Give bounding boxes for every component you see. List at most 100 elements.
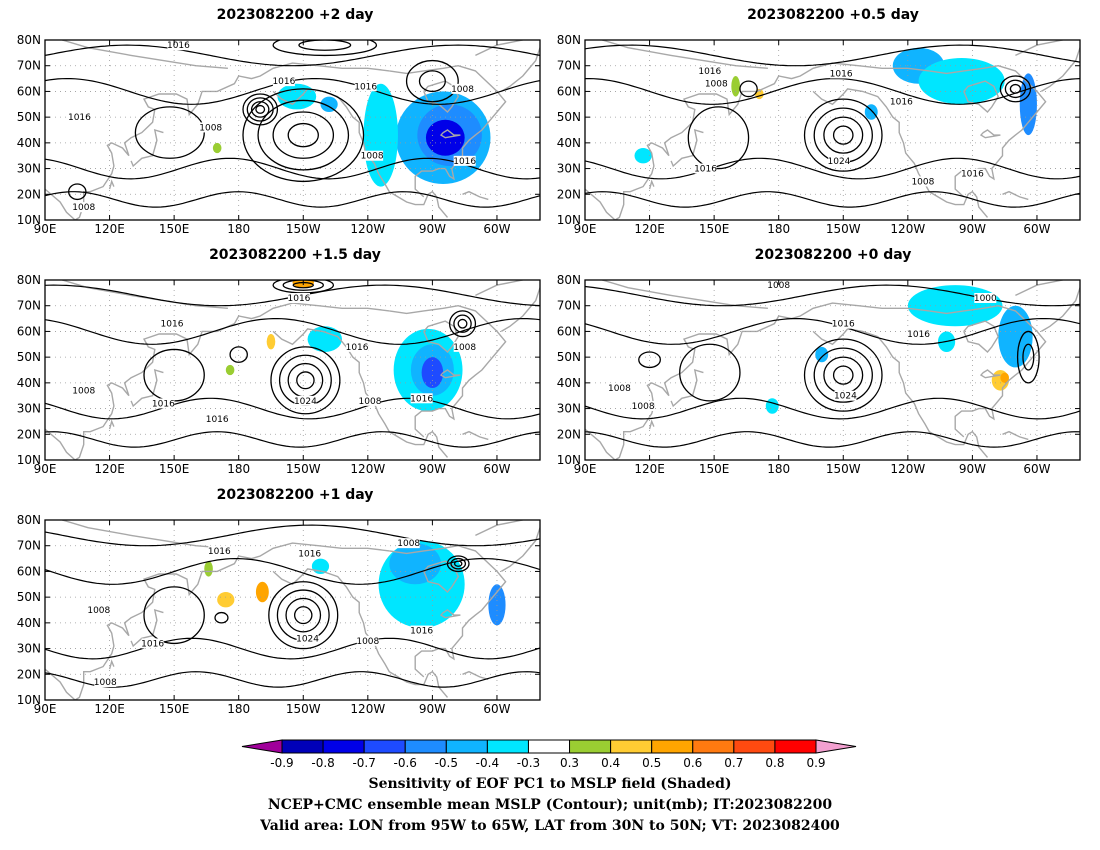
x-tick-label: 120W — [350, 462, 385, 476]
map-panel-p05: 1016 1008 1016 1016 1024 1016 1008 1016 90E 120E 1… — [540, 30, 1085, 245]
isobar-ring — [679, 343, 741, 402]
isobar-ring — [418, 70, 446, 93]
y-tick-label: 60N — [17, 84, 41, 98]
coastline — [585, 302, 930, 460]
isobar-label-bg — [830, 68, 853, 79]
isobar-ring — [450, 557, 467, 570]
isobar-label-bg — [911, 176, 934, 187]
isobar-ring — [250, 101, 270, 118]
colorbar-swatch — [774, 739, 817, 754]
isobar-label: 1008 — [199, 123, 222, 133]
isobar-label-bg — [890, 96, 913, 107]
coastline — [439, 129, 461, 139]
x-tick-label: 120E — [94, 462, 125, 476]
isobar-label-bg — [358, 395, 381, 406]
isobar-label: 1016 — [288, 294, 311, 304]
isobar-ring — [287, 122, 319, 148]
isobar — [585, 431, 1080, 448]
colorbar-swatch — [610, 739, 653, 754]
y-tick-label: 10N — [557, 453, 581, 467]
coastline — [61, 40, 228, 69]
sensitivity-shade — [320, 96, 338, 112]
y-tick-label: 20N — [17, 667, 41, 681]
x-tick-label: 120E — [634, 462, 665, 476]
y-tick-label: 40N — [17, 136, 41, 150]
isobar-label-bg — [199, 122, 222, 133]
sensitivity-shade — [217, 592, 235, 608]
y-tick-label: 50N — [557, 110, 581, 124]
y-tick-label: 20N — [557, 427, 581, 441]
coastline — [45, 542, 390, 700]
map-panel-p2: 1016 1016 1016 1016 1008 1008 1016 1008 1008 90E 1… — [0, 30, 545, 245]
map-frame — [44, 39, 541, 221]
x-tick-label: 120W — [350, 222, 385, 236]
map-panel-p1: 1008 1016 1016 1008 1016 1024 1008 1016 1008 90E 1… — [0, 510, 545, 725]
y-tick-label: 30N — [557, 402, 581, 416]
isobar-label: 1016 — [354, 82, 377, 92]
y-tick-label: 10N — [17, 453, 41, 467]
y-tick-label: 60N — [557, 84, 581, 98]
map-panel-p15: 1016 1016 1016 1008 1008 1016 1024 1008 1016 1016… — [0, 270, 545, 485]
coastline — [389, 64, 507, 198]
isobar — [45, 397, 540, 420]
y-tick-label: 20N — [557, 187, 581, 201]
x-tick-label: 180 — [227, 222, 250, 236]
isobar-label-bg — [832, 318, 855, 329]
isobar — [45, 318, 540, 345]
y-tick-label: 30N — [17, 402, 41, 416]
isobar-label-bg — [834, 390, 857, 401]
coastline — [423, 560, 459, 593]
x-tick-label: 90W — [959, 462, 986, 476]
isobar-label: 1016 — [272, 77, 295, 87]
coastline — [500, 527, 540, 573]
isobar-ring — [272, 111, 335, 159]
isobar — [45, 524, 540, 547]
isobar-ring — [638, 351, 661, 369]
isobar-label-bg — [453, 341, 476, 352]
x-tick-label: 180 — [227, 702, 250, 716]
colorbar-swatch — [404, 739, 447, 754]
y-tick-label: 40N — [17, 616, 41, 630]
coastline — [1015, 280, 1063, 297]
x-tick-label: 90E — [34, 462, 57, 476]
coastline — [1040, 47, 1080, 93]
isobar-label-bg — [208, 545, 231, 556]
isobar-label-bg — [705, 78, 728, 89]
coastline — [45, 302, 390, 460]
y-tick-label: 70N — [557, 299, 581, 313]
coastline — [108, 419, 115, 430]
isobar-label-bg — [72, 385, 95, 396]
isobar-label: 1008 — [911, 177, 934, 187]
isobar-label-bg — [827, 155, 850, 166]
colorbar-swatch — [445, 739, 488, 754]
coastline — [500, 287, 540, 333]
isobar-ring — [282, 280, 324, 291]
sensitivity-shade — [255, 581, 269, 603]
colorbar-swatch — [569, 739, 612, 754]
caption-line-2: NCEP+CMC ensemble mean MSLP (Contour); u… — [267, 797, 833, 813]
x-tick-label: 150E — [159, 222, 190, 236]
isobar-label-bg — [451, 83, 474, 94]
y-tick-label: 10N — [557, 213, 581, 227]
isobar-ring — [272, 40, 378, 57]
isobar-label-bg — [346, 341, 369, 352]
colorbar-level-label: -0.5 — [435, 756, 458, 770]
y-tick-label: 10N — [17, 693, 41, 707]
isobar-label: 1008 — [94, 678, 117, 688]
sensitivity-shade — [765, 398, 779, 414]
isobar-label-bg — [694, 163, 717, 174]
isobar — [585, 44, 1080, 67]
isobar-label: 1008 — [453, 343, 476, 353]
map-content: 1016 1016 1016 1008 1008 1016 1024 1008 1016 1016 — [45, 280, 540, 460]
isobar-label-bg — [298, 548, 321, 559]
colorbar-level-label: -0.8 — [311, 756, 334, 770]
panel-title-p05: 2023082200 +0.5 day — [747, 7, 919, 23]
y-tick-label: 70N — [17, 299, 41, 313]
isobar-ring — [803, 98, 883, 172]
isobar-ring — [134, 106, 205, 159]
isobar-ring — [1009, 83, 1022, 94]
isobar-ring — [270, 346, 341, 415]
isobar-label-bg — [361, 150, 384, 161]
